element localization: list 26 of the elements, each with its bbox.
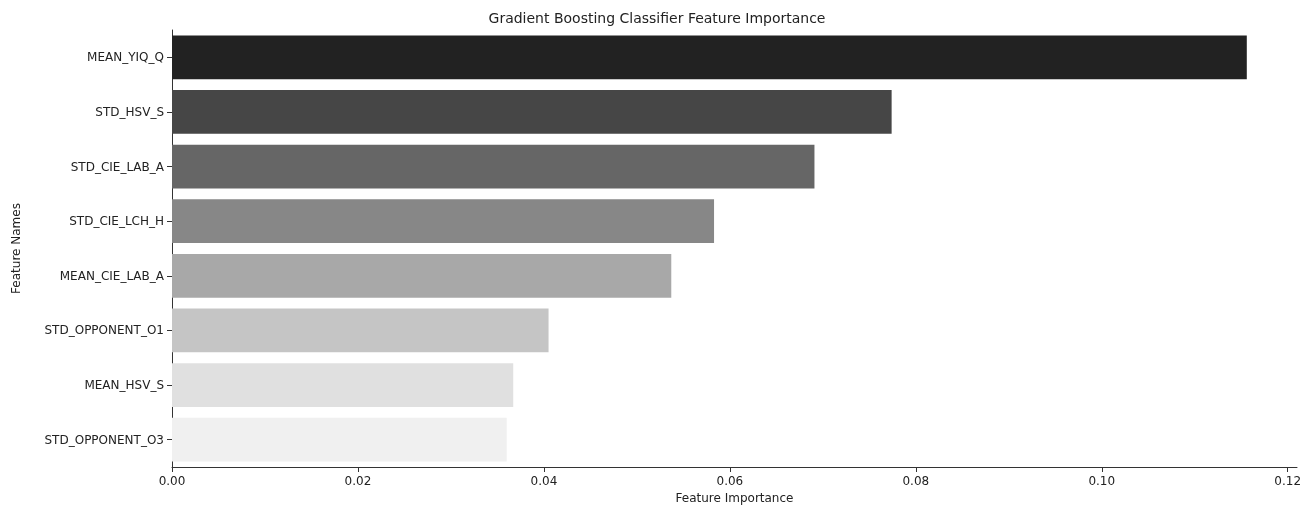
x-tick-label: 0.08 bbox=[902, 474, 930, 488]
y-tick-label: STD_HSV_S bbox=[95, 104, 164, 119]
x-tick-label: 0.10 bbox=[1088, 474, 1116, 488]
x-tick-label: 0.02 bbox=[344, 474, 372, 488]
bar bbox=[172, 144, 815, 189]
x-tick-label: 0.04 bbox=[530, 474, 558, 488]
bar bbox=[172, 253, 672, 298]
y-tick-label: MEAN_YIQ_Q bbox=[87, 50, 164, 65]
chart-title: Gradient Boosting Classifier Feature Importance bbox=[488, 10, 826, 26]
bar bbox=[172, 90, 892, 134]
y-tick-label: STD_OPPONENT_O1 bbox=[44, 323, 164, 338]
y-tick-label: STD_CIE_LAB_A bbox=[70, 159, 165, 174]
x-tick-label: 0.00 bbox=[158, 474, 186, 488]
bar bbox=[172, 417, 507, 462]
bar bbox=[172, 35, 1247, 80]
x-tick-label: 0.06 bbox=[716, 474, 744, 488]
y-tick-label: STD_OPPONENT_O3 bbox=[44, 432, 164, 447]
x-tick-label: 0.12 bbox=[1274, 474, 1302, 488]
bar bbox=[172, 308, 549, 353]
y-tick-label: MEAN_HSV_S bbox=[84, 378, 164, 393]
y-tick-label: MEAN_CIE_LAB_A bbox=[59, 268, 165, 283]
bar bbox=[172, 199, 715, 244]
bar bbox=[172, 363, 514, 407]
y-axis-title: Feature Names bbox=[9, 203, 23, 294]
y-tick-label: STD_CIE_LCH_H bbox=[69, 214, 164, 229]
x-axis-title: Feature Importance bbox=[675, 490, 794, 505]
